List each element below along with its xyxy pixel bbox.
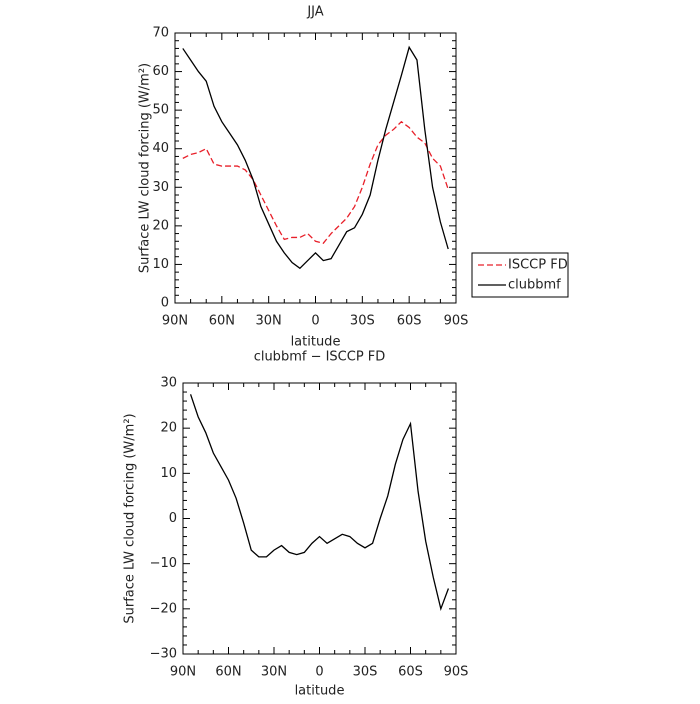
x-tick-label: 30N	[261, 665, 287, 680]
y-tick-label: 0	[169, 511, 177, 526]
chart-title: JJA	[306, 5, 323, 20]
plot-frame	[182, 382, 457, 655]
y-tick-label: 10	[152, 257, 169, 272]
y-tick-label: 30	[152, 180, 169, 195]
x-tick-label: 90N	[162, 314, 188, 329]
x-tick-label: 0	[311, 314, 319, 329]
y-tick-label: 50	[152, 103, 169, 118]
x-axis-label: latitude	[291, 335, 341, 350]
x-tick-label: 60S	[397, 314, 422, 329]
x-tick-label: 60N	[215, 665, 241, 680]
plot-frame	[174, 32, 457, 304]
y-axis-label: Surface LW cloud forcing (W/m²)	[138, 63, 153, 273]
y-tick-label: 20	[152, 218, 169, 233]
y-tick-label: 0	[161, 296, 169, 311]
data-line	[182, 120, 449, 244]
y-tick-label: 60	[152, 64, 169, 79]
x-tick-label: 0	[315, 665, 323, 680]
y-axis-label: Surface LW cloud forcing (W/m²)	[123, 413, 138, 623]
legend-label: ISCCP FD	[508, 258, 568, 273]
y-tick-label: −20	[150, 601, 177, 616]
legend-label: clubbmf	[508, 278, 561, 293]
y-tick-label: 20	[160, 421, 177, 436]
legend-box	[471, 252, 569, 298]
y-tick-label: −30	[150, 647, 177, 662]
x-tick-label: 30N	[256, 314, 282, 329]
data-line	[182, 45, 449, 270]
data-line	[189, 394, 450, 612]
chart-title: clubbmf − ISCCP FD	[254, 350, 386, 365]
x-tick-label: 60N	[209, 314, 235, 329]
y-tick-label: 70	[152, 26, 169, 41]
x-tick-label: 90N	[170, 665, 196, 680]
x-tick-label: 60S	[398, 665, 423, 680]
x-tick-label: 90S	[444, 665, 469, 680]
y-tick-label: 10	[160, 466, 177, 481]
y-tick-label: 40	[152, 141, 169, 156]
y-tick-label: −10	[150, 556, 177, 571]
x-axis-label: latitude	[295, 684, 345, 699]
x-tick-label: 30S	[350, 314, 375, 329]
x-tick-label: 30S	[353, 665, 378, 680]
y-tick-label: 30	[160, 376, 177, 391]
x-tick-label: 90S	[444, 314, 469, 329]
